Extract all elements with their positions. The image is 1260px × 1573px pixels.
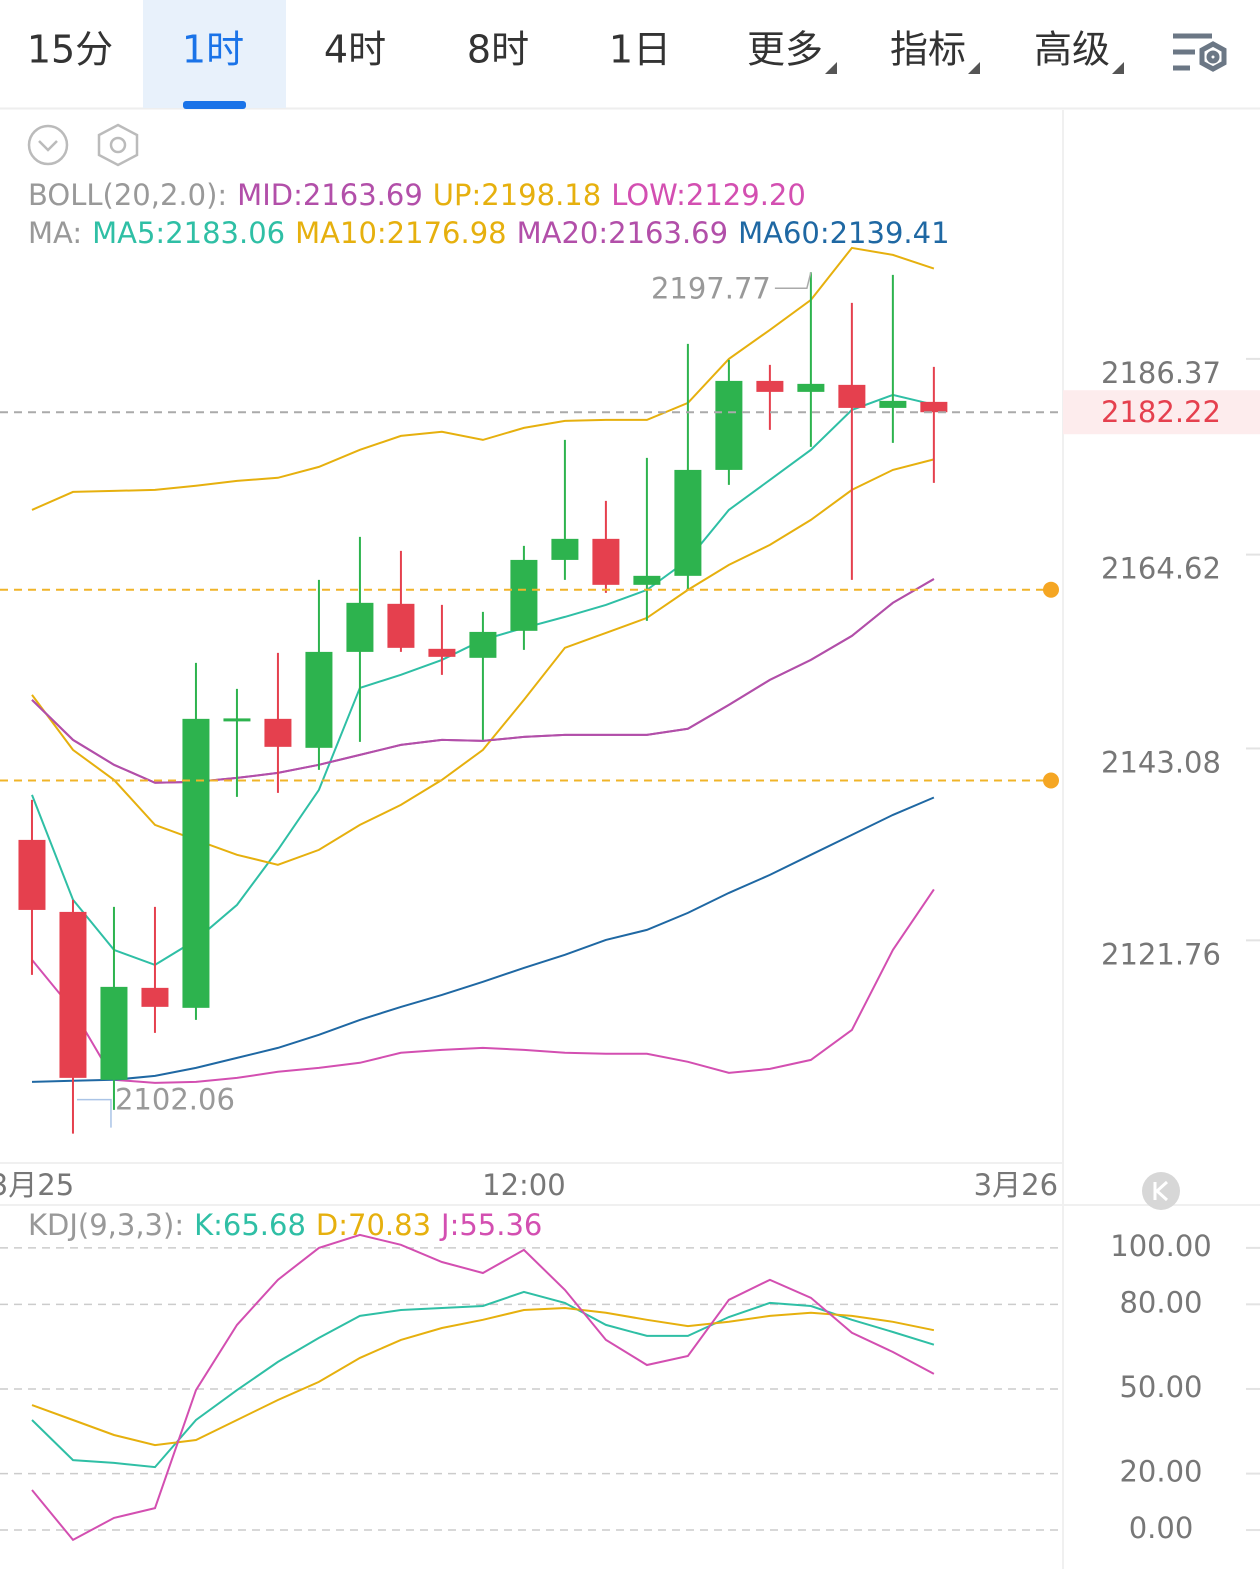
candle-body <box>305 651 333 748</box>
settings-icon[interactable] <box>1173 33 1227 72</box>
legend-label: MA: <box>28 216 82 250</box>
legend-label: MA5:2183.06 <box>92 216 285 250</box>
tab[interactable]: 15分 <box>27 28 113 72</box>
tab[interactable]: 指标 <box>890 28 966 72</box>
candle-body <box>715 380 743 470</box>
overlay-line <box>31 458 935 866</box>
collapse-icon[interactable] <box>27 124 69 166</box>
legend-label: BOLL(20,2.0): <box>28 178 227 212</box>
dropdown-arrow <box>825 62 837 74</box>
legend-label: MA10:2176.98 <box>295 216 506 250</box>
main-plot <box>18 246 948 1134</box>
y-tick-label: 100.00 <box>1110 1229 1211 1263</box>
y-tick-label: 2186.37 <box>1101 356 1221 390</box>
legend-label: K:65.68 <box>194 1208 306 1242</box>
indicator-line <box>31 1290 935 1469</box>
alert-dot[interactable] <box>1043 581 1059 598</box>
candle-body <box>797 383 825 392</box>
alert-dot[interactable] <box>1043 772 1059 789</box>
x-tick-label: 12:00 <box>482 1168 566 1202</box>
candle-body <box>100 986 128 1080</box>
low-annotation-line <box>76 1098 112 1128</box>
candle-body <box>428 648 456 657</box>
candle-body <box>182 718 210 1008</box>
candle-body <box>674 469 702 576</box>
candle-body <box>59 911 87 1078</box>
candle-body <box>141 987 169 1007</box>
candle-body <box>879 400 907 408</box>
y-tick-label: 2121.76 <box>1101 937 1221 971</box>
tab[interactable]: 更多 <box>747 28 823 72</box>
legend-label: MA60:2139.41 <box>738 216 949 250</box>
legend-label: MID:2163.69 <box>237 178 423 212</box>
candle-body <box>346 602 374 652</box>
candle-body <box>387 603 415 648</box>
x-tick-label: 3月25 <box>0 1168 74 1202</box>
candle-body <box>592 538 620 585</box>
tab[interactable]: 1时 <box>182 28 244 72</box>
legend-label: LOW:2129.20 <box>611 178 806 212</box>
overlay-line <box>31 246 935 511</box>
settings-hex-icon[interactable] <box>97 123 139 167</box>
tab[interactable]: 4时 <box>324 28 386 72</box>
candle-body <box>633 575 661 585</box>
y-tick-label: 80.00 <box>1119 1285 1202 1319</box>
y-tick-label: 2143.08 <box>1101 745 1221 779</box>
overlay-line <box>31 888 935 1084</box>
dropdown-arrow <box>1112 62 1124 74</box>
candle-body <box>18 839 46 910</box>
y-tick-label: 0.00 <box>1129 1511 1194 1545</box>
dropdown-arrow <box>968 62 980 74</box>
candle-body <box>510 559 538 631</box>
y-tick-label: 20.00 <box>1119 1455 1202 1489</box>
tab[interactable]: 1日 <box>609 28 671 72</box>
high-annotation: 2197.77 <box>651 271 771 305</box>
k-icon[interactable] <box>1142 1172 1180 1210</box>
active-tab-bg <box>143 0 286 108</box>
indicator-line <box>31 1233 935 1542</box>
current-price-label: 2182.22 <box>1101 395 1221 429</box>
tab[interactable]: 8时 <box>467 28 529 72</box>
candle-body <box>920 401 948 413</box>
y-tick-label: 2164.62 <box>1101 552 1221 586</box>
candle-body <box>223 718 251 722</box>
y-tick-label: 50.00 <box>1119 1370 1202 1404</box>
legend-label: MA20:2163.69 <box>517 216 728 250</box>
overlay-line <box>31 578 935 784</box>
candle-body <box>264 718 292 747</box>
current-price-bg <box>1063 390 1260 435</box>
legend-label: J:55.36 <box>439 1208 542 1242</box>
legend-label: D:70.83 <box>316 1208 431 1242</box>
high-annotation-line <box>774 272 812 290</box>
x-tick-label: 3月26 <box>974 1168 1058 1202</box>
legend-label: KDJ(9,3,3): <box>28 1208 184 1242</box>
candle-body <box>551 538 579 560</box>
candle-body <box>469 631 497 658</box>
candle-body <box>756 380 784 392</box>
indicator-line <box>31 1306 935 1447</box>
overlay-line <box>31 796 935 1083</box>
active-tab-indicator <box>183 101 246 109</box>
low-annotation: 2102.06 <box>115 1083 235 1117</box>
kdj-plot <box>31 1233 935 1542</box>
candle-body <box>838 384 866 408</box>
legend-label: UP:2198.18 <box>433 178 601 212</box>
tab[interactable]: 高级 <box>1034 28 1110 72</box>
